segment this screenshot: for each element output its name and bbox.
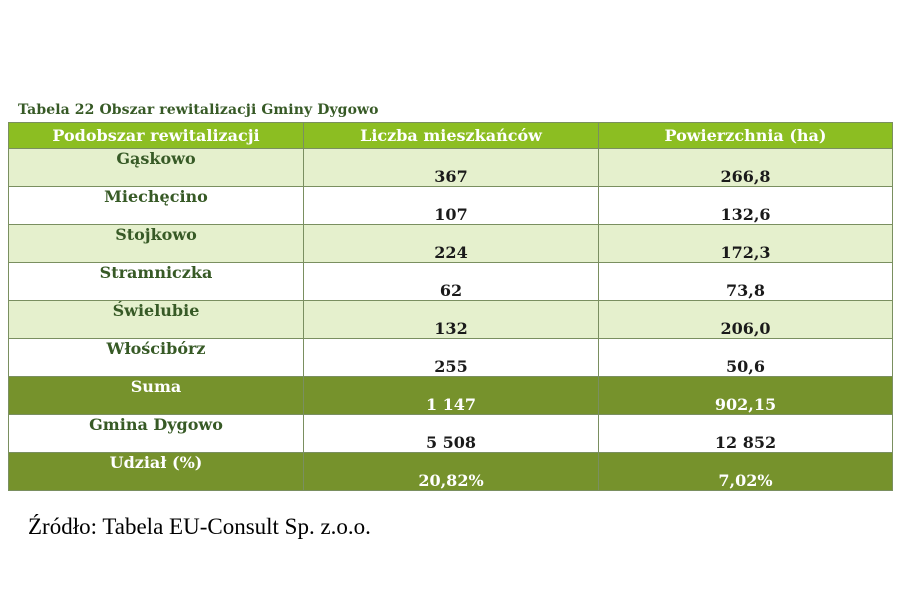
- row-name: Gmina Dygowo: [8, 414, 304, 453]
- row-area: 902,15: [598, 376, 893, 415]
- row-area: 7,02%: [598, 452, 893, 491]
- table-row-gmina: Gmina Dygowo 5 508 12 852: [8, 414, 893, 453]
- row-name: Udział (%): [8, 452, 304, 491]
- row-area: 266,8: [598, 148, 893, 187]
- row-area: 206,0: [598, 300, 893, 339]
- row-residents: 62: [303, 262, 599, 301]
- row-area: 132,6: [598, 186, 893, 225]
- row-residents: 255: [303, 338, 599, 377]
- row-residents: 224: [303, 224, 599, 263]
- row-residents: 1 147: [303, 376, 599, 415]
- table-row: Świelubie 132 206,0: [8, 300, 893, 339]
- row-name: Miechęcino: [8, 186, 304, 225]
- header-area: Powierzchnia (ha): [598, 122, 893, 149]
- row-residents: 20,82%: [303, 452, 599, 491]
- row-residents: 367: [303, 148, 599, 187]
- table-header-row: Podobszar rewitalizacji Liczba mieszkańc…: [8, 122, 893, 149]
- row-name: Suma: [8, 376, 304, 415]
- table-row-share: Udział (%) 20,82% 7,02%: [8, 452, 893, 491]
- row-name: Włościbórz: [8, 338, 304, 377]
- row-area: 12 852: [598, 414, 893, 453]
- row-name: Gąskowo: [8, 148, 304, 187]
- row-residents: 107: [303, 186, 599, 225]
- row-residents: 132: [303, 300, 599, 339]
- table-row: Stramniczka 62 73,8: [8, 262, 893, 301]
- row-name: Stojkowo: [8, 224, 304, 263]
- table-row-total: Suma 1 147 902,15: [8, 376, 893, 415]
- row-name: Świelubie: [8, 300, 304, 339]
- table-row: Włościbórz 255 50,6: [8, 338, 893, 377]
- row-area: 172,3: [598, 224, 893, 263]
- row-name: Stramniczka: [8, 262, 304, 301]
- table-caption: Tabela 22 Obszar rewitalizacji Gminy Dyg…: [18, 102, 379, 118]
- table-row: Stojkowo 224 172,3: [8, 224, 893, 263]
- row-residents: 5 508: [303, 414, 599, 453]
- table-row: Gąskowo 367 266,8: [8, 148, 893, 187]
- header-residents: Liczba mieszkańców: [303, 122, 599, 149]
- table-row: Miechęcino 107 132,6: [8, 186, 893, 225]
- row-area: 50,6: [598, 338, 893, 377]
- revitalization-table: Podobszar rewitalizacji Liczba mieszkańc…: [8, 122, 893, 491]
- row-area: 73,8: [598, 262, 893, 301]
- header-subarea: Podobszar rewitalizacji: [8, 122, 304, 149]
- source-note: Źródło: Tabela EU-Consult Sp. z.o.o.: [28, 514, 371, 539]
